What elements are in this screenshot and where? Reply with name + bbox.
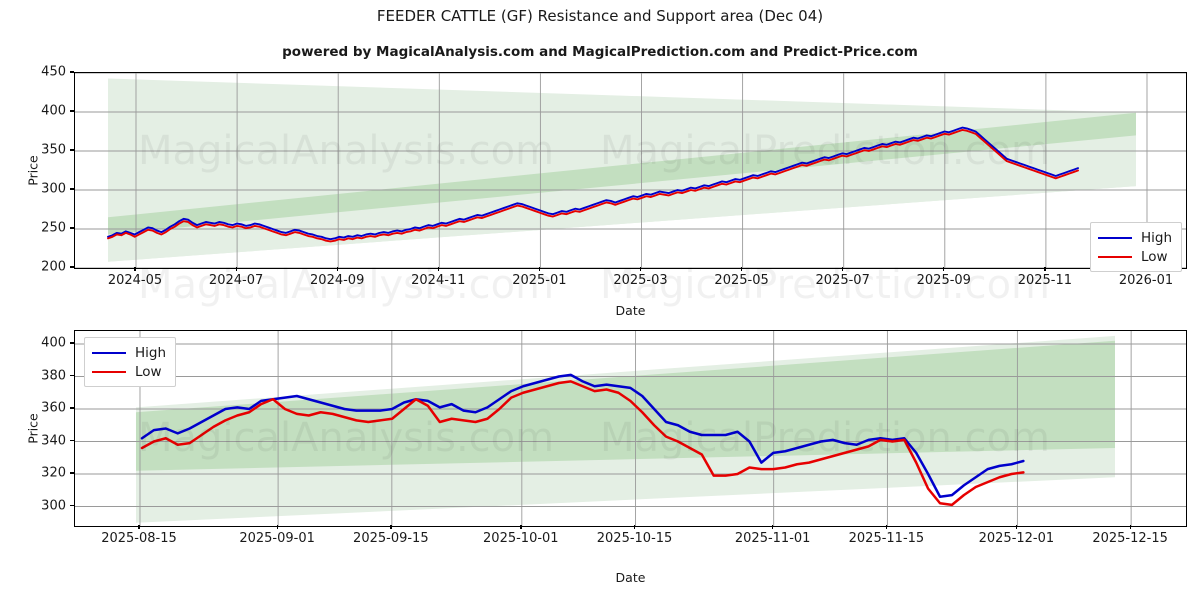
x-tick-mark [1044,267,1046,271]
legend-label-high: High [1141,229,1173,246]
legend-entry-high: High [1098,228,1172,247]
lower-chart-legend: High Low [84,337,177,387]
y-tick-mark [70,266,74,268]
x-tick-label: 2025-05 [714,273,769,288]
x-tick-label: 2024-09 [310,273,365,288]
lower-chart-x-axis-label: Date [615,570,646,585]
legend-line-high [1098,236,1132,239]
band-inner-band [135,340,1116,471]
upper-chart-x-axis-label: Date [615,303,646,318]
legend-line-low [1098,255,1132,258]
x-tick-mark [138,525,140,529]
series-line-high [140,373,1025,498]
y-tick-mark [70,472,74,474]
x-tick-mark [741,267,743,271]
page-title: FEEDER CATTLE (GF) Resistance and Suppor… [376,7,824,25]
x-tick-mark [336,267,338,271]
x-tick-mark [134,267,136,271]
series-line-high [107,126,1079,241]
y-tick-label: 380 [41,368,66,383]
legend-label-high: High [135,344,167,361]
series-line-low [140,380,1025,507]
y-tick-mark [70,504,74,507]
x-tick-label: 2025-03 [613,273,668,288]
legend-entry-low: Low [92,362,166,381]
x-tick-label: 2025-10-15 [596,531,673,546]
x-tick-label: 2025-11-15 [848,531,925,546]
x-tick-label: 2025-10-01 [483,531,559,546]
x-tick-mark [885,525,888,529]
x-tick-label: 2025-11 [1017,273,1073,288]
y-tick-label: 350 [41,142,66,158]
x-tick-mark [520,525,522,529]
y-tick-label: 250 [41,220,66,236]
x-tick-label: 2025-01 [512,273,567,288]
y-tick-label: 300 [41,498,66,513]
legend-line-high [92,351,126,354]
y-tick-mark [70,342,74,344]
x-tick-label: 2025-09 [916,273,971,288]
legend-entry-low: Low [1098,247,1172,266]
y-tick-mark [70,407,74,409]
y-tick-label: 400 [41,335,66,351]
y-tick-mark [70,149,74,151]
legend-label-low: Low [135,363,162,380]
y-tick-label: 400 [41,103,66,119]
x-tick-mark [1015,525,1018,529]
page-subtitle: powered by MagicalAnalysis.com and Magic… [282,44,918,60]
y-tick-mark [70,71,74,73]
y-tick-label: 200 [41,259,66,275]
x-tick-mark [1129,525,1131,529]
x-tick-label: 2025-09-01 [239,531,315,546]
x-tick-mark [943,267,945,271]
band-inner-resistance [108,135,1136,262]
legend-entry-high: High [92,343,166,362]
y-tick-label: 450 [41,64,66,80]
lower-chart-plot-area [74,330,1187,527]
y-tick-mark [70,227,74,229]
x-tick-label: 2024-11 [411,273,466,288]
upper-chart-plot-area [74,72,1187,269]
x-tick-mark [633,525,636,529]
y-tick-mark [70,188,74,190]
x-tick-mark [842,267,844,271]
x-tick-label: 2025-11-01 [734,531,811,546]
x-tick-mark [639,267,642,271]
x-tick-label: 2024-05 [107,273,163,288]
x-tick-mark [390,525,392,529]
x-tick-label: 2025-12-01 [978,531,1055,546]
x-tick-mark [276,525,278,529]
x-tick-label: 2025-09-15 [353,531,429,546]
series-line-low [107,128,1079,243]
x-tick-label: 2025-08-15 [101,531,177,546]
x-tick-mark [437,267,439,271]
x-tick-mark [235,267,237,271]
legend-label-low: Low [1141,248,1168,265]
y-tick-label: 300 [41,181,66,197]
x-tick-label: 2025-12-15 [1092,531,1168,546]
y-tick-mark [70,374,74,377]
legend-line-low [92,370,126,373]
y-tick-label: 360 [41,400,66,416]
x-tick-label: 2025-07 [815,273,870,288]
y-tick-mark [70,439,74,442]
y-tick-label: 320 [41,465,66,481]
y-tick-mark [70,110,74,112]
x-tick-label: 2024-07 [208,273,264,288]
x-tick-label: 2026-01 [1118,273,1174,288]
x-tick-mark [772,525,774,529]
upper-chart-legend: High Low [1090,222,1183,272]
y-tick-label: 340 [41,433,66,448]
x-tick-mark [538,267,541,271]
